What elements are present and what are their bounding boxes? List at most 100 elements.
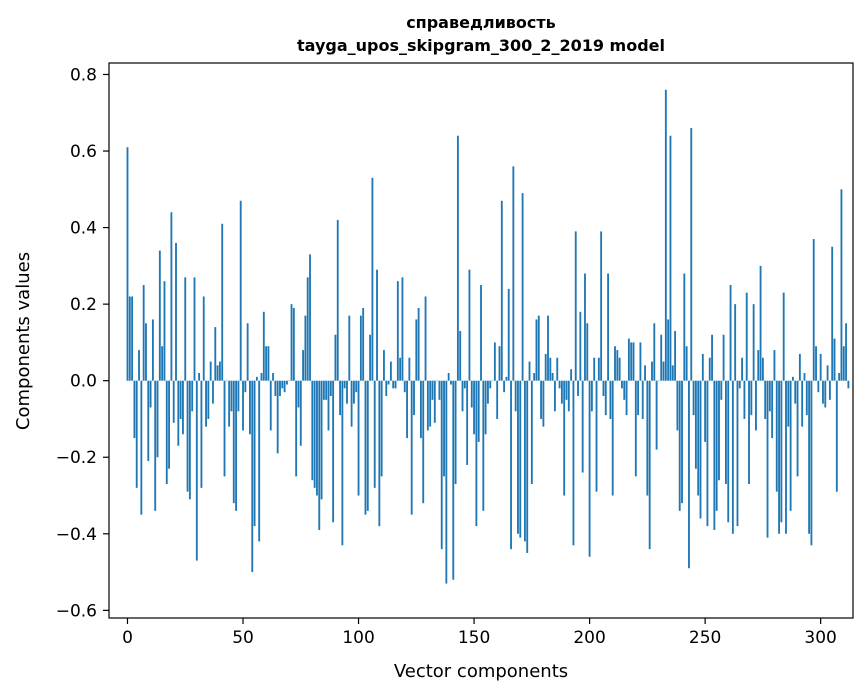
- bar-270: [750, 380, 753, 416]
- bar-78: [306, 277, 309, 381]
- bar-11: [151, 319, 154, 381]
- bar-283: [780, 380, 783, 523]
- bar-61: [267, 346, 270, 381]
- bar-181: [544, 353, 547, 381]
- bar-55: [253, 380, 256, 527]
- bar-262: [731, 380, 734, 534]
- bar-119: [401, 277, 404, 381]
- bar-23: [179, 380, 182, 419]
- bar-125: [415, 319, 418, 381]
- bar-267: [743, 380, 746, 419]
- bar-102: [362, 307, 365, 381]
- bar-8: [145, 323, 147, 381]
- bar-112: [385, 380, 388, 396]
- bar-57: [258, 380, 261, 542]
- bar-5: [138, 350, 140, 381]
- bar-26: [186, 380, 189, 492]
- bar-93: [341, 380, 344, 546]
- bar-150: [473, 380, 475, 435]
- bar-255: [715, 380, 718, 511]
- bar-189: [563, 380, 566, 496]
- bar-40: [218, 361, 221, 381]
- bar-239: [678, 380, 681, 511]
- bar-63: [272, 373, 274, 381]
- bar-9: [147, 380, 150, 462]
- bar-285: [785, 380, 787, 534]
- bar-251: [706, 380, 709, 527]
- bar-13: [156, 380, 159, 458]
- bar-25: [184, 277, 187, 381]
- bar-84: [320, 380, 323, 500]
- bar-306: [833, 338, 836, 381]
- x-axis-ticks: 0 50 100 150 200 250 300: [122, 618, 837, 648]
- bar-238: [676, 380, 679, 431]
- bar-42: [223, 380, 226, 477]
- bar-75: [299, 380, 302, 446]
- bar-77: [304, 315, 307, 381]
- bar-208: [607, 273, 610, 381]
- bar-184: [551, 373, 554, 381]
- bar-249: [701, 353, 704, 381]
- bar-31: [198, 373, 201, 381]
- bar-204: [597, 357, 600, 381]
- bar-145: [461, 380, 464, 412]
- bar-6: [140, 380, 143, 515]
- bar-162: [500, 200, 503, 381]
- bar-298: [815, 346, 817, 381]
- bar-49: [239, 200, 242, 381]
- bar-227: [651, 361, 653, 381]
- bar-302: [824, 380, 827, 408]
- bar-147: [466, 380, 469, 465]
- bar-20: [172, 380, 175, 423]
- bar-265: [738, 380, 741, 389]
- bar-142: [454, 380, 457, 485]
- bar-80: [311, 380, 314, 481]
- bar-207: [604, 380, 607, 416]
- bar-110: [380, 380, 383, 477]
- bar-219: [632, 342, 635, 381]
- bar-280: [773, 350, 776, 381]
- bar-167: [512, 166, 515, 381]
- bar-222: [639, 342, 642, 381]
- bar-7: [142, 285, 145, 381]
- bar-56: [255, 376, 258, 381]
- bar-140: [450, 380, 452, 385]
- bar-241: [683, 273, 686, 381]
- bar-19: [170, 212, 173, 381]
- bar-86: [325, 380, 328, 400]
- bar-166: [510, 380, 512, 550]
- bar-278: [768, 380, 771, 412]
- bar-3: [133, 380, 136, 439]
- bar-213: [618, 357, 621, 381]
- bar-291: [798, 353, 801, 381]
- bar-275: [761, 357, 764, 381]
- bar-135: [438, 380, 441, 400]
- bar-44: [228, 380, 231, 427]
- bar-100: [357, 380, 360, 496]
- bar-218: [630, 342, 633, 381]
- bar-122: [408, 357, 411, 381]
- bar-17: [165, 380, 168, 485]
- bar-287: [789, 380, 792, 511]
- bar-188: [560, 380, 563, 404]
- bar-223: [641, 380, 644, 419]
- bar-54: [251, 380, 254, 573]
- bar-182: [547, 315, 549, 381]
- bar-88: [329, 380, 332, 396]
- bar-144: [459, 330, 462, 381]
- bar-64: [274, 380, 277, 396]
- y-tick-label: −0.6: [56, 601, 97, 621]
- bar-195: [577, 380, 579, 396]
- bar-273: [757, 350, 760, 381]
- bar-292: [801, 380, 804, 427]
- bar-32: [200, 380, 203, 488]
- bar-232: [662, 361, 665, 381]
- bar-120: [403, 380, 406, 393]
- bar-303: [826, 365, 829, 381]
- plot-frame: [108, 62, 854, 619]
- bar-163: [503, 380, 506, 393]
- bar-211: [614, 346, 616, 381]
- y-tick-label: −0.4: [56, 525, 97, 545]
- bar-62: [269, 380, 272, 431]
- bar-33: [202, 296, 205, 381]
